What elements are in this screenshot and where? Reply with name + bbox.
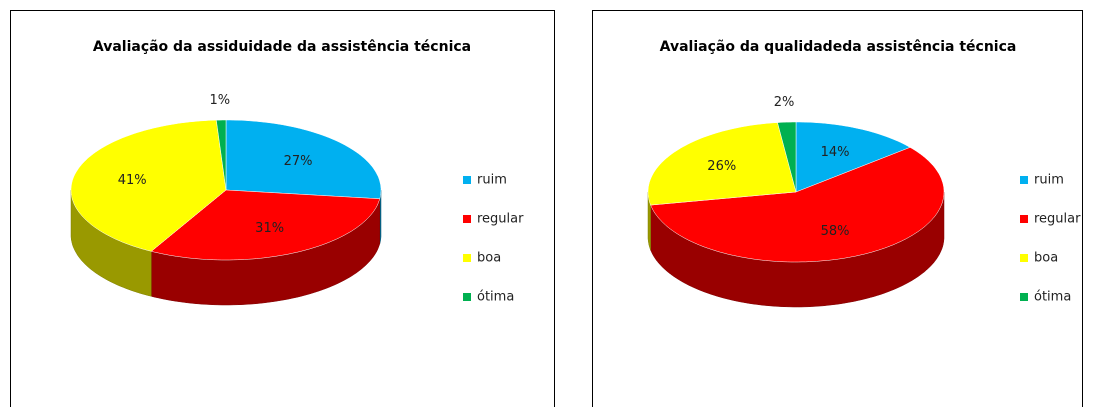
legend-swatch <box>1020 293 1028 301</box>
slice <box>650 147 945 263</box>
slice <box>216 119 227 191</box>
legend-swatch <box>463 176 471 184</box>
legend-label: ótima <box>477 290 514 305</box>
chart-title: Avaliação da assiduidade da assistência … <box>93 39 471 55</box>
legend-label: regular <box>477 212 524 227</box>
legend-swatch <box>1020 176 1028 184</box>
legend-swatch <box>463 293 471 301</box>
slice <box>647 122 797 206</box>
legend-label: boa <box>1034 251 1058 266</box>
slice <box>70 119 227 252</box>
legend-label: ruim <box>477 173 507 188</box>
slice <box>795 121 911 193</box>
data-label: 2% <box>774 95 795 110</box>
slice <box>150 189 381 261</box>
data-label: 27% <box>284 154 313 169</box>
chart-title: Avaliação da qualidadeda assistência téc… <box>660 39 1017 55</box>
slice <box>225 119 382 200</box>
legend-label: ruim <box>1034 173 1064 188</box>
legend-swatch <box>463 254 471 262</box>
data-label: 1% <box>209 93 230 108</box>
data-label: 14% <box>821 145 850 160</box>
legend-swatch <box>1020 215 1028 223</box>
legend-label: regular <box>1034 212 1081 227</box>
slice <box>777 121 797 193</box>
data-label: 26% <box>707 159 736 174</box>
legend-swatch <box>463 215 471 223</box>
data-label: 58% <box>821 224 850 239</box>
legend-swatch <box>1020 254 1028 262</box>
legend-label: ótima <box>1034 290 1071 305</box>
legend-label: boa <box>477 251 501 266</box>
data-label: 41% <box>118 173 147 188</box>
data-label: 31% <box>255 221 284 236</box>
